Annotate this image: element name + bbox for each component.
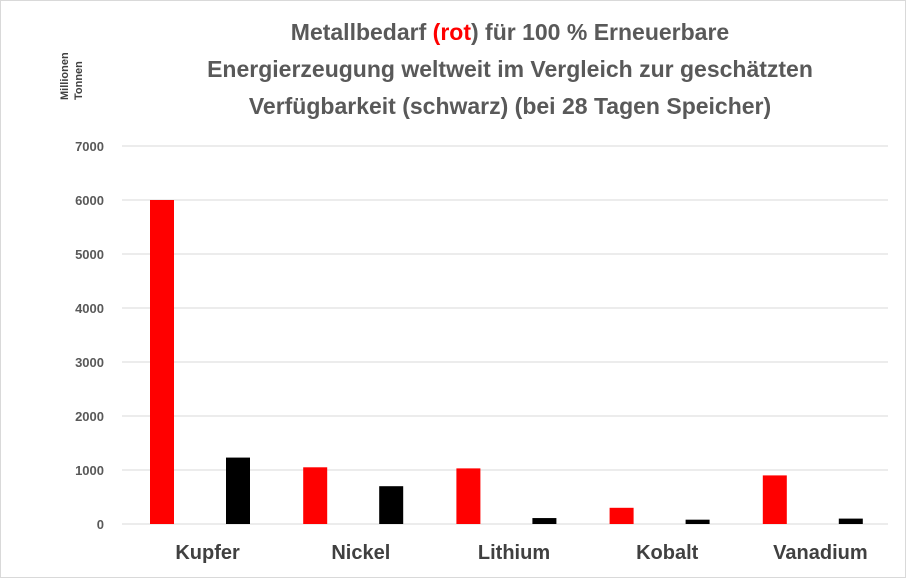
bar-lithium-series-1 <box>456 468 481 524</box>
bar-kupfer-series-1 <box>150 200 174 524</box>
bar-kobalt-series-1 <box>609 507 634 524</box>
bar-lithium-series-2 <box>532 518 557 524</box>
chart-title-line-3: Verfügbarkeit (schwarz) (bei 28 Tagen Sp… <box>248 93 772 119</box>
x-category-label-lithium: Lithium <box>478 542 550 564</box>
title-text-red: (rot <box>432 19 471 45</box>
x-category-label-vanadium: Vanadium <box>773 542 867 564</box>
y-tick-label-1000: 1000 <box>75 463 104 478</box>
y-tick-label-0: 0 <box>97 517 104 532</box>
bar-vanadium-series-1 <box>762 475 787 524</box>
title-text-start: Metallbedarf <box>290 19 433 45</box>
y-tick-label-5000: 5000 <box>75 247 104 262</box>
x-category-label-nickel: Nickel <box>331 542 390 564</box>
bar-vanadium-series-2 <box>838 518 863 524</box>
bar-nickel-series-1 <box>303 467 328 524</box>
title-text-end: ) für 100 % Erneuerbare <box>470 19 730 45</box>
y-tick-label-3000: 3000 <box>75 355 104 370</box>
y-tick-label-2000: 2000 <box>75 409 104 424</box>
bar-kobalt-series-2 <box>685 519 710 524</box>
chart-title: Metallbedarf (rot) für 100 % Erneuerbare… <box>140 14 880 125</box>
y-tick-label-4000: 4000 <box>75 301 104 316</box>
x-category-label-kupfer: Kupfer <box>175 542 240 564</box>
chart-title-line-2: Energierzeugung weltweit im Vergleich zu… <box>207 56 813 82</box>
y-tick-label-6000: 6000 <box>75 193 104 208</box>
y-tick-label-7000: 7000 <box>75 139 104 154</box>
chart-title-line-1: Metallbedarf (rot) für 100 % Erneuerbare <box>140 14 880 51</box>
bar-kupfer-series-2 <box>226 457 250 524</box>
x-category-label-kobalt: Kobalt <box>636 542 699 564</box>
bar-nickel-series-2 <box>379 486 404 524</box>
